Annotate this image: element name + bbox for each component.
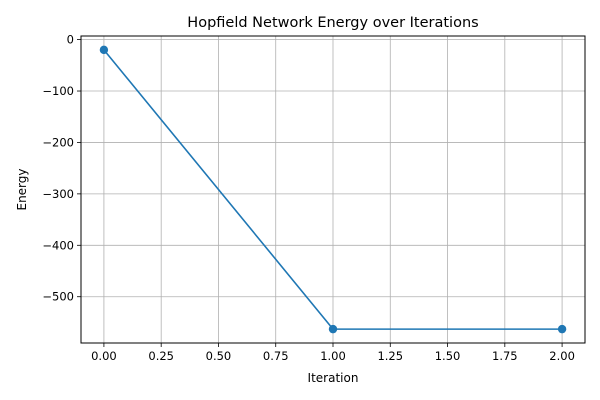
x-tick-label: 0.25 (148, 349, 174, 363)
y-tick-label: −400 (42, 238, 74, 252)
ticks-layer: 0.00 0.25 0.50 0.75 1.00 1.25 1.50 1.75 2.00 0 −10… (42, 33, 574, 363)
y-tick-label: −500 (42, 290, 74, 304)
x-axis-label: Iteration (308, 371, 359, 385)
grid-layer (81, 36, 585, 343)
data-point (328, 324, 338, 334)
y-tick-label: −100 (42, 84, 74, 98)
y-tick-label: 0 (67, 33, 74, 47)
x-tick-label: 0.50 (206, 349, 232, 363)
y-axis-label: Energy (15, 168, 29, 210)
x-tick-label: 1.75 (492, 349, 518, 363)
x-tick-label: 1.50 (435, 349, 461, 363)
y-tick-label: −300 (42, 187, 74, 201)
data-point (99, 45, 109, 55)
x-tick-label: 1.00 (320, 349, 346, 363)
x-tick-label: 0.75 (263, 349, 289, 363)
series-layer (99, 45, 567, 334)
x-tick-label: 2.00 (549, 349, 575, 363)
chart-title: Hopfield Network Energy over Iterations (187, 15, 478, 31)
y-tick-label: −200 (42, 135, 74, 149)
x-tick-label: 0.00 (91, 349, 117, 363)
data-point (557, 324, 567, 334)
x-tick-label: 1.25 (377, 349, 403, 363)
